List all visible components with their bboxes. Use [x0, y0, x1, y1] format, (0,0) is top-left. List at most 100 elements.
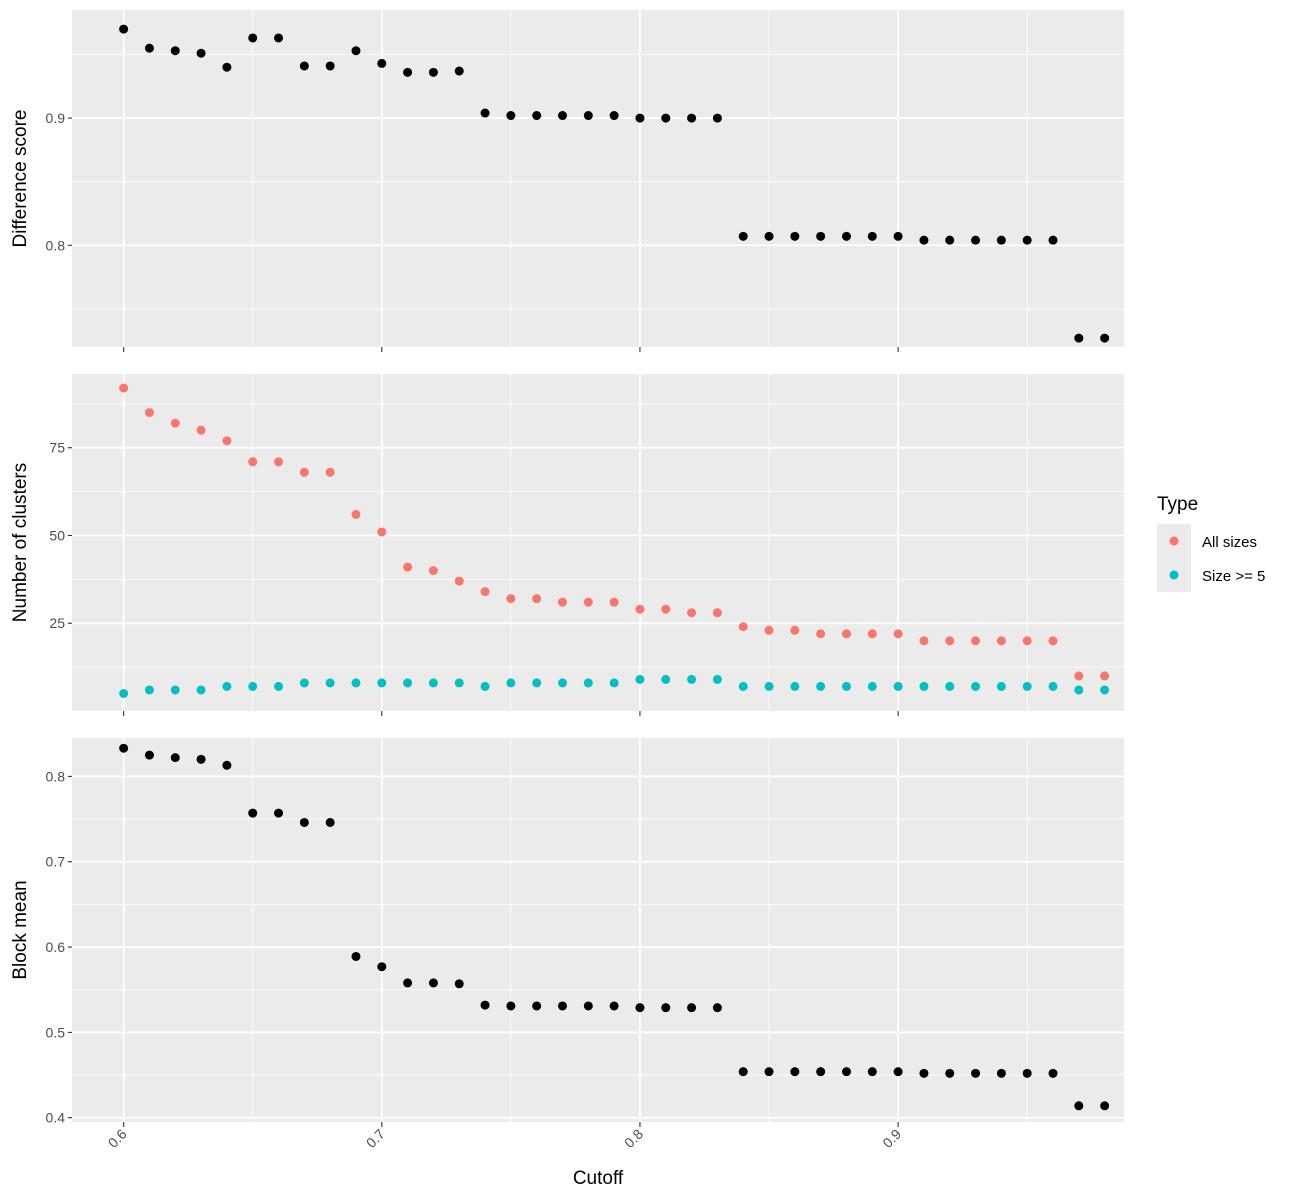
data-point — [119, 743, 129, 753]
data-point — [1074, 1101, 1084, 1111]
legend-key-all-sizes — [1169, 536, 1179, 546]
data-point — [764, 625, 774, 635]
data-point — [222, 760, 232, 770]
data-point — [377, 678, 387, 688]
legend-title: Type — [1157, 494, 1198, 515]
data-point — [687, 1003, 697, 1013]
x-tick-label: 0.8 — [621, 1126, 646, 1151]
data-point — [222, 62, 232, 72]
data-point — [351, 46, 361, 56]
data-point — [1048, 681, 1058, 691]
data-point — [558, 678, 568, 688]
data-point — [506, 594, 516, 604]
data-point — [428, 678, 438, 688]
data-point — [945, 235, 955, 245]
data-point — [196, 685, 206, 695]
panel-number-of-clusters: 25 50 75 Number of clusters — [10, 374, 1124, 716]
data-point — [196, 425, 206, 435]
data-point — [1022, 681, 1032, 691]
data-point — [377, 58, 387, 68]
data-point — [867, 681, 877, 691]
data-point — [687, 608, 697, 618]
y-tick-label: 0.9 — [46, 110, 66, 126]
legend-label-all-sizes: All sizes — [1202, 534, 1257, 551]
data-point — [583, 678, 593, 688]
data-point — [248, 33, 258, 43]
data-point — [893, 1067, 903, 1077]
data-point — [790, 625, 800, 635]
x-axis-title: Cutoff — [573, 1168, 624, 1189]
data-point — [867, 1067, 877, 1077]
data-point — [609, 1001, 619, 1011]
data-point — [790, 681, 800, 691]
data-point — [583, 111, 593, 121]
data-point — [945, 636, 955, 646]
y-tick-label: 75 — [49, 440, 65, 456]
data-point — [506, 111, 516, 121]
data-point — [480, 587, 490, 597]
legend-label-size-ge-5: Size >= 5 — [1202, 568, 1265, 585]
data-point — [377, 527, 387, 537]
data-point — [506, 1001, 516, 1011]
data-point — [119, 24, 129, 34]
data-point — [1048, 235, 1058, 245]
data-point — [274, 457, 284, 467]
data-point — [480, 108, 490, 118]
series-points — [119, 24, 1110, 343]
data-point — [351, 509, 361, 519]
data-point — [480, 1000, 490, 1010]
data-point — [454, 66, 464, 76]
data-point — [971, 235, 981, 245]
data-point — [764, 1067, 774, 1077]
data-point — [635, 604, 645, 614]
data-point — [1074, 685, 1084, 695]
series-points — [119, 743, 1110, 1111]
data-point — [712, 1003, 722, 1013]
data-point — [816, 629, 826, 639]
data-point — [971, 1068, 981, 1078]
data-point — [712, 113, 722, 123]
data-point — [661, 113, 671, 123]
data-point — [558, 111, 568, 121]
data-point — [841, 629, 851, 639]
data-point — [635, 1003, 645, 1013]
y-tick-label: 0.7 — [46, 854, 66, 870]
data-point — [170, 418, 180, 428]
data-point — [893, 231, 903, 241]
data-point — [661, 604, 671, 614]
data-point — [403, 978, 413, 988]
data-point — [274, 681, 284, 691]
legend: Type All sizes Size >= 5 — [1157, 494, 1265, 592]
y-axis-title: Difference score — [10, 110, 31, 248]
data-point — [1048, 1068, 1058, 1078]
y-axis-title: Number of clusters — [10, 463, 31, 622]
data-point — [867, 629, 877, 639]
data-point — [506, 678, 516, 688]
data-point — [996, 681, 1006, 691]
data-point — [403, 67, 413, 77]
data-point — [790, 1067, 800, 1077]
data-point — [325, 467, 335, 477]
data-point — [170, 46, 180, 56]
y-axis-title: Block mean — [10, 880, 31, 979]
data-point — [222, 436, 232, 446]
data-point — [661, 1003, 671, 1013]
data-point — [299, 817, 309, 827]
data-point — [248, 457, 258, 467]
data-point — [196, 48, 206, 58]
data-point — [712, 608, 722, 618]
data-point — [996, 235, 1006, 245]
data-point — [738, 681, 748, 691]
data-point — [144, 43, 154, 53]
data-point — [996, 1068, 1006, 1078]
data-point — [299, 61, 309, 71]
panels: 0.8 0.9 Difference score 25 50 75 Number of cl… — [10, 10, 1124, 1189]
data-point — [428, 67, 438, 77]
data-point — [325, 61, 335, 71]
data-point — [661, 674, 671, 684]
data-point — [1074, 671, 1084, 681]
data-point — [893, 681, 903, 691]
data-point — [738, 1067, 748, 1077]
x-tick-label: 0.9 — [879, 1126, 904, 1151]
y-tick-label: 0.8 — [46, 768, 66, 784]
